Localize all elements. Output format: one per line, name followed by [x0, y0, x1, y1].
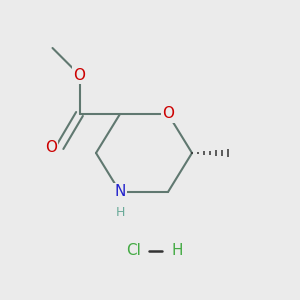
Text: N: N — [114, 184, 126, 200]
Text: O: O — [45, 140, 57, 154]
Text: H: H — [115, 206, 125, 220]
Text: Cl: Cl — [126, 243, 141, 258]
Text: H: H — [171, 243, 183, 258]
Text: O: O — [162, 106, 174, 122]
Text: O: O — [74, 68, 86, 82]
